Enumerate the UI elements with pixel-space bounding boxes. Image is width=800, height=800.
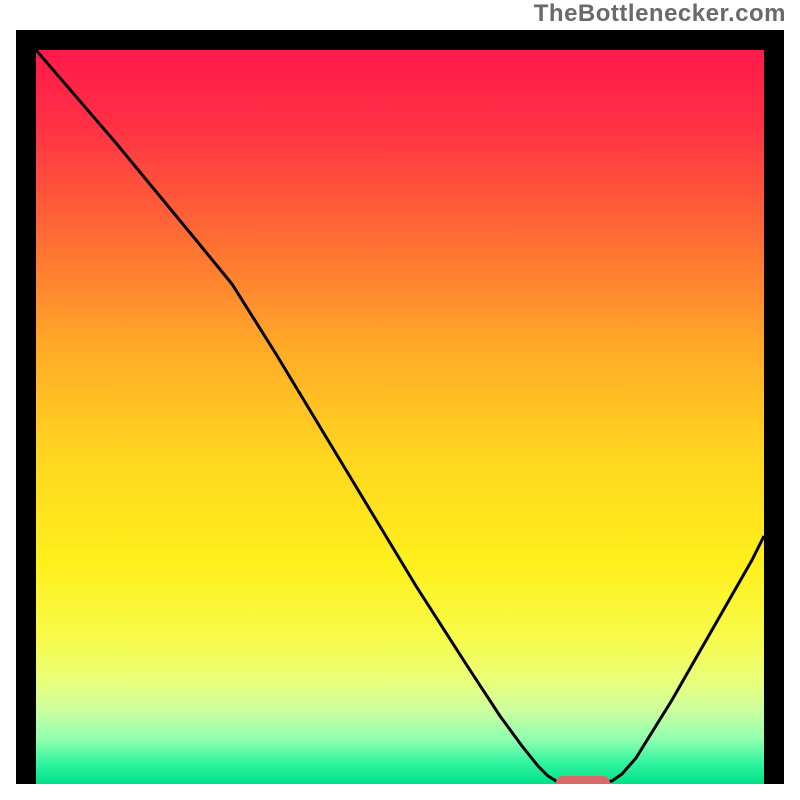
curve-svg bbox=[36, 50, 764, 784]
plot-area bbox=[36, 50, 764, 784]
chart-root: TheBottlenecker.com bbox=[0, 0, 800, 800]
bottleneck-curve bbox=[36, 50, 764, 783]
watermark: TheBottlenecker.com bbox=[534, 0, 786, 28]
sweet-spot-marker bbox=[556, 776, 610, 784]
